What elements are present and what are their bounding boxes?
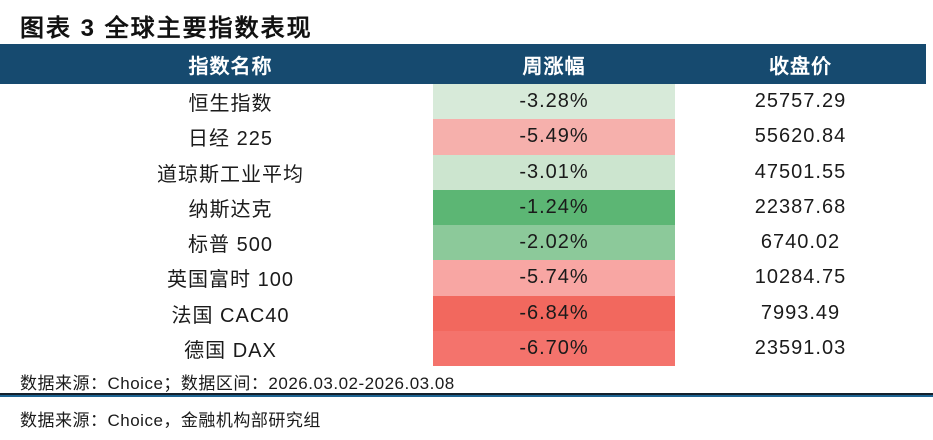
data-source-line: 数据来源：Choice；数据区间：2026.03.02-2026.03.08 <box>20 374 455 393</box>
weekly-change-value: -6.84% <box>433 295 675 331</box>
divider-line <box>0 393 933 397</box>
index-name: 纳斯达克 <box>188 198 273 221</box>
index-performance-table: 指数名称 周涨幅 收盘价 恒生指数 -3.28% 25757.29 日经 225 -5.… <box>0 44 926 366</box>
close-price-value: 6740.02 <box>760 231 841 254</box>
table-row: 法国 CAC40 -6.84% 7993.49 <box>0 295 926 331</box>
close-price-value: 55620.84 <box>754 125 847 148</box>
figure-title: 图表 3 全球主要指数表现 <box>20 15 313 42</box>
index-name: 英国富时 100 <box>167 269 294 292</box>
close-price-value: 10284.75 <box>754 266 847 289</box>
weekly-change-value: -5.74% <box>433 260 675 296</box>
weekly-change-value: -2.02% <box>433 225 675 261</box>
credit-line: 数据来源：Choice，金融机构部研究组 <box>20 411 321 430</box>
table-row: 英国富时 100 -5.74% 10284.75 <box>0 260 926 296</box>
close-price-value: 22387.68 <box>754 195 847 218</box>
table-row: 纳斯达克 -1.24% 22387.68 <box>0 189 926 225</box>
table-row: 德国 DAX -6.70% 23591.03 <box>0 330 926 366</box>
weekly-change-value: -3.28% <box>433 84 675 120</box>
close-price-value: 47501.55 <box>754 160 847 183</box>
table-body: 恒生指数 -3.28% 25757.29 日经 225 -5.49% 55620.84 道琼… <box>0 84 926 366</box>
close-price-value: 23591.03 <box>754 336 847 359</box>
table-row: 恒生指数 -3.28% 25757.29 <box>0 84 926 120</box>
table-row: 标普 500 -2.02% 6740.02 <box>0 225 926 261</box>
table-row: 日经 225 -5.49% 55620.84 <box>0 119 926 155</box>
weekly-change-value: -6.70% <box>433 330 675 366</box>
close-price-value: 7993.49 <box>760 301 841 324</box>
index-name: 日经 225 <box>188 128 273 151</box>
column-header-index-name: 指数名称 <box>188 55 273 78</box>
weekly-change-value: -5.49% <box>433 119 675 155</box>
index-name: 恒生指数 <box>188 93 273 116</box>
close-price-value: 25757.29 <box>754 90 847 113</box>
weekly-change-value: -1.24% <box>433 189 675 225</box>
index-name: 标普 500 <box>188 234 273 257</box>
index-name: 法国 CAC40 <box>171 304 290 327</box>
table-header: 指数名称 周涨幅 收盘价 <box>0 44 926 84</box>
table-row: 道琼斯工业平均 -3.01% 47501.55 <box>0 154 926 190</box>
column-header-weekly-change: 周涨幅 <box>522 55 586 78</box>
index-name: 道琼斯工业平均 <box>157 163 304 186</box>
column-header-close-price: 收盘价 <box>769 55 832 78</box>
weekly-change-value: -3.01% <box>433 154 675 190</box>
index-name: 德国 DAX <box>184 339 277 362</box>
